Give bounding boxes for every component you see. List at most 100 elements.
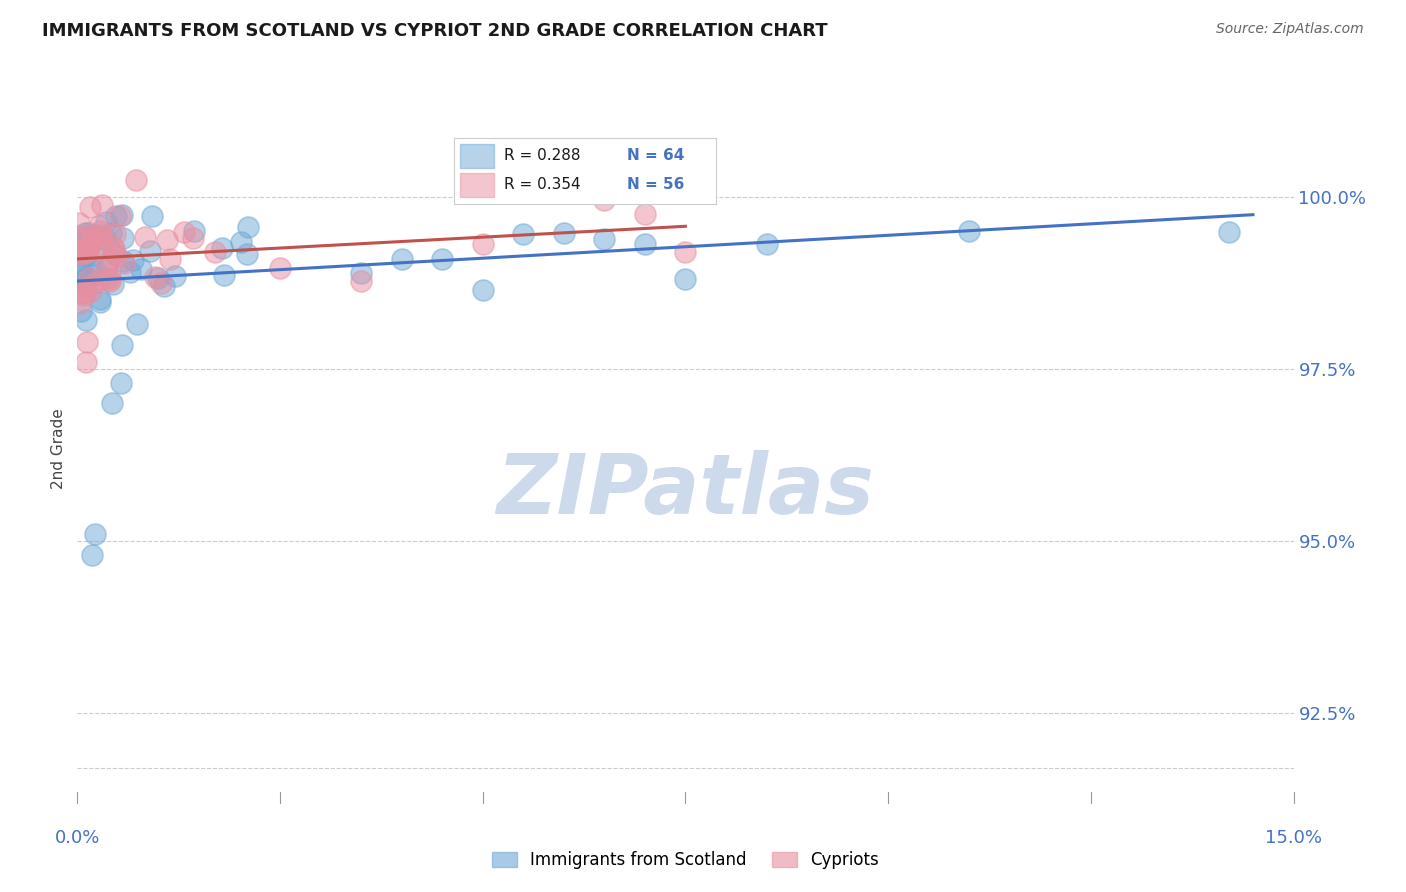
Point [675, 244, 697, 259]
Text: Source: ZipAtlas.com: Source: ZipAtlas.com [1216, 22, 1364, 37]
Point [89, 273, 111, 287]
Point [104, 209, 127, 223]
Point [236, 247, 259, 261]
Point [69, 304, 91, 318]
Point [70, 246, 93, 260]
FancyBboxPatch shape [460, 173, 494, 197]
Point [67, 235, 90, 250]
Point [471, 236, 494, 251]
Point [77, 270, 100, 285]
Text: IMMIGRANTS FROM SCOTLAND VS CYPRIOT 2ND GRADE CORRELATION CHART: IMMIGRANTS FROM SCOTLAND VS CYPRIOT 2ND … [42, 22, 828, 40]
Point [67, 229, 90, 244]
Point [108, 209, 131, 223]
Point [236, 220, 259, 235]
Text: R = 0.288: R = 0.288 [503, 148, 581, 163]
Point [101, 396, 124, 410]
Point [77, 229, 100, 244]
Point [91, 198, 114, 212]
Point [75, 242, 97, 256]
Point [153, 279, 176, 293]
Point [84, 227, 107, 242]
Text: N = 64: N = 64 [627, 148, 685, 163]
Point [159, 252, 181, 266]
Point [139, 244, 162, 258]
Point [141, 209, 163, 223]
Point [67, 285, 90, 300]
Point [75, 248, 97, 262]
Point [111, 231, 134, 245]
Text: 0.0%: 0.0% [55, 829, 100, 847]
Legend: Immigrants from Scotland, Cypriots: Immigrants from Scotland, Cypriots [485, 845, 886, 876]
Point [77, 244, 100, 259]
Point [83, 247, 105, 261]
Point [165, 269, 187, 284]
Point [103, 245, 125, 260]
Point [84, 263, 107, 277]
Point [79, 200, 101, 214]
Point [112, 253, 135, 268]
Point [111, 208, 134, 222]
Point [146, 270, 169, 285]
Text: R = 0.354: R = 0.354 [503, 178, 581, 192]
Point [69, 296, 91, 310]
Point [98, 274, 121, 288]
Point [96, 257, 118, 271]
Point [350, 266, 373, 280]
Point [212, 268, 235, 282]
Point [69, 262, 91, 277]
Point [89, 292, 111, 306]
Point [82, 229, 104, 244]
Point [593, 193, 616, 207]
Point [350, 274, 373, 288]
Point [131, 262, 153, 277]
Point [90, 239, 112, 253]
Point [80, 284, 103, 298]
Point [391, 252, 413, 267]
Point [89, 294, 111, 309]
Point [120, 265, 142, 279]
Point [143, 270, 166, 285]
FancyBboxPatch shape [460, 144, 494, 168]
Point [72, 230, 94, 244]
Point [79, 238, 101, 252]
Point [75, 244, 97, 259]
Point [72, 281, 94, 295]
Point [181, 231, 204, 245]
Point [90, 227, 112, 242]
Point [105, 249, 128, 263]
Point [96, 260, 118, 274]
Point [101, 277, 124, 291]
Point [104, 227, 127, 241]
Point [430, 252, 453, 267]
Point [103, 242, 125, 256]
Point [111, 337, 134, 351]
Point [100, 252, 122, 266]
Point [125, 173, 148, 187]
Point [77, 227, 100, 241]
Point [211, 241, 233, 255]
Point [634, 207, 657, 221]
Point [80, 233, 103, 247]
Text: N = 56: N = 56 [627, 178, 685, 192]
Point [67, 253, 90, 268]
Point [1218, 225, 1240, 239]
Point [173, 225, 195, 239]
Text: 15.0%: 15.0% [1265, 829, 1322, 847]
Point [755, 236, 778, 251]
Point [75, 248, 97, 262]
Point [156, 233, 179, 247]
Point [76, 334, 98, 349]
Point [76, 270, 98, 285]
Point [80, 548, 103, 562]
Point [103, 240, 125, 254]
Point [110, 376, 132, 390]
Text: ZIPatlas: ZIPatlas [496, 450, 875, 532]
Point [94, 215, 117, 229]
Point [75, 355, 97, 369]
Point [70, 244, 93, 259]
Point [94, 232, 117, 246]
Point [675, 271, 697, 285]
Point [471, 284, 494, 298]
Point [634, 237, 657, 252]
Point [84, 527, 107, 541]
